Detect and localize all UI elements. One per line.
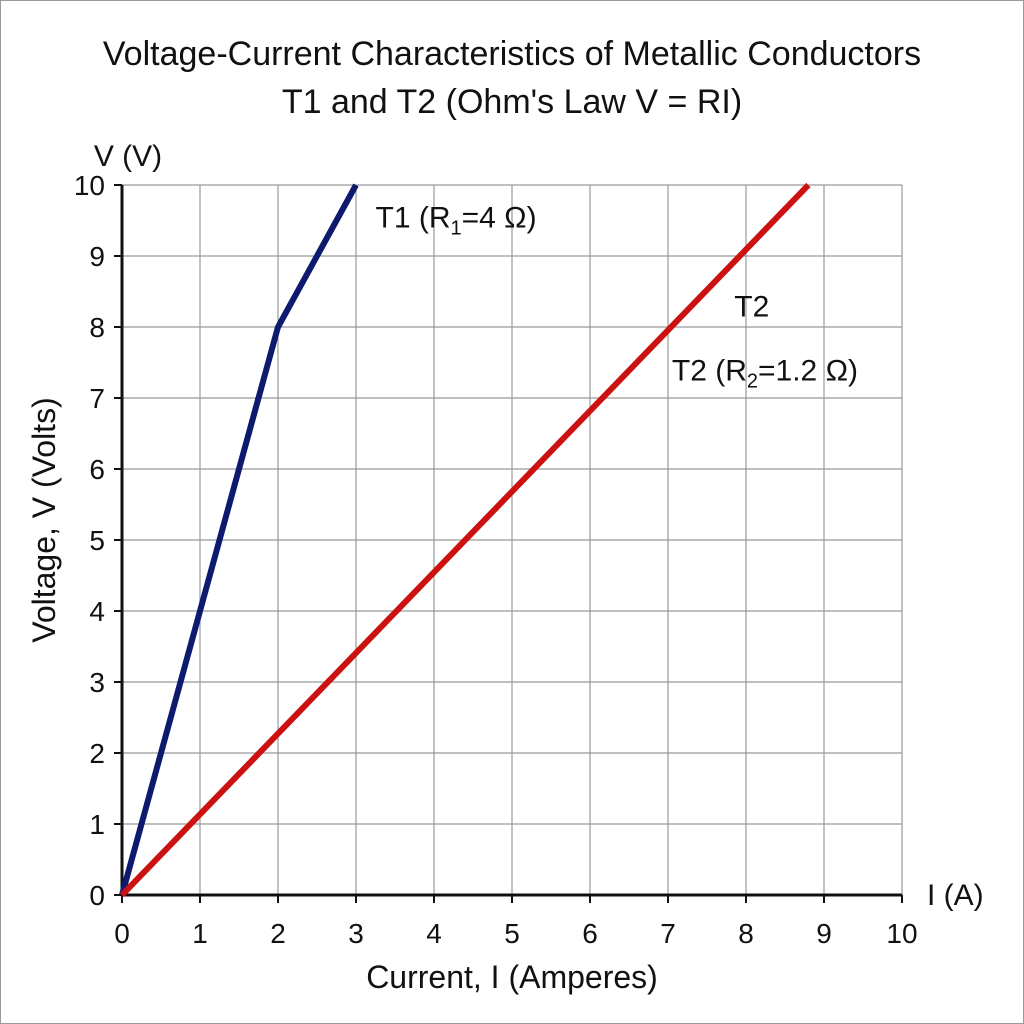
x-axis-label: Current, I (Amperes) (366, 959, 658, 995)
x-tick-label: 6 (582, 918, 598, 949)
y-tick-label: 7 (89, 383, 105, 414)
y-axis-label: Voltage, V (Volts) (26, 397, 62, 642)
y-tick-label: 5 (89, 525, 105, 556)
annotation-t2: T2 (734, 290, 769, 323)
y-tick-label: 3 (89, 667, 105, 698)
x-tick-label: 3 (348, 918, 364, 949)
grid (122, 184, 903, 895)
series-lines (119, 182, 811, 898)
x-tick-label: 0 (114, 918, 130, 949)
x-tick-label: 5 (504, 918, 520, 949)
annotation-t1-prefix: T1 (R (376, 202, 451, 235)
annotation-t1: T1 (R1=4 Ω) (376, 202, 537, 240)
x-tick-label: 10 (886, 918, 917, 949)
tick-labels: 0 1 2 3 4 5 6 7 8 9 10 0 1 2 3 4 5 6 7 8 9 10 (74, 170, 918, 949)
x-tick-label: 1 (192, 918, 208, 949)
y-tick-label: 6 (89, 454, 105, 485)
y-tick-label: 10 (74, 170, 105, 201)
y-tick-label: 9 (89, 241, 105, 272)
series-line-t1 (119, 183, 359, 896)
y-tick-label: 2 (89, 738, 105, 769)
x-tick-label: 2 (270, 918, 286, 949)
x-axis-unit-label: I (A) (927, 879, 984, 912)
chart-title-line-1: Voltage-Current Characteristics of Metal… (103, 35, 921, 73)
x-tick-label: 8 (738, 918, 754, 949)
annotation-t1-suffix: =4 Ω) (462, 202, 537, 235)
annotation-t2r-subscript: 2 (747, 370, 758, 392)
chart-title: Voltage-Current Characteristics of Metal… (103, 35, 921, 121)
x-tick-label: 4 (426, 918, 442, 949)
axes (114, 184, 903, 903)
y-tick-label: 1 (89, 809, 105, 840)
y-tick-label: 8 (89, 312, 105, 343)
annotation-t2r-suffix: =1.2 Ω) (758, 354, 858, 387)
annotation-t2r: T2 (R2=1.2 Ω) (672, 354, 858, 392)
chart-title-line-2: T1 and T2 (Ohm's Law V = RI) (282, 83, 742, 121)
y-tick-label: 0 (89, 880, 105, 911)
annotation-t1-subscript: 1 (451, 218, 462, 240)
series-line-t2 (119, 182, 811, 898)
annotations: T1 (R1=4 Ω) T2 T2 (R2=1.2 Ω) (376, 202, 859, 393)
y-axis-unit-label: V (V) (94, 140, 162, 173)
x-tick-label: 9 (816, 918, 832, 949)
annotation-t2r-prefix: T2 (R (672, 354, 747, 387)
x-tick-label: 7 (660, 918, 676, 949)
y-tick-label: 4 (89, 596, 105, 627)
